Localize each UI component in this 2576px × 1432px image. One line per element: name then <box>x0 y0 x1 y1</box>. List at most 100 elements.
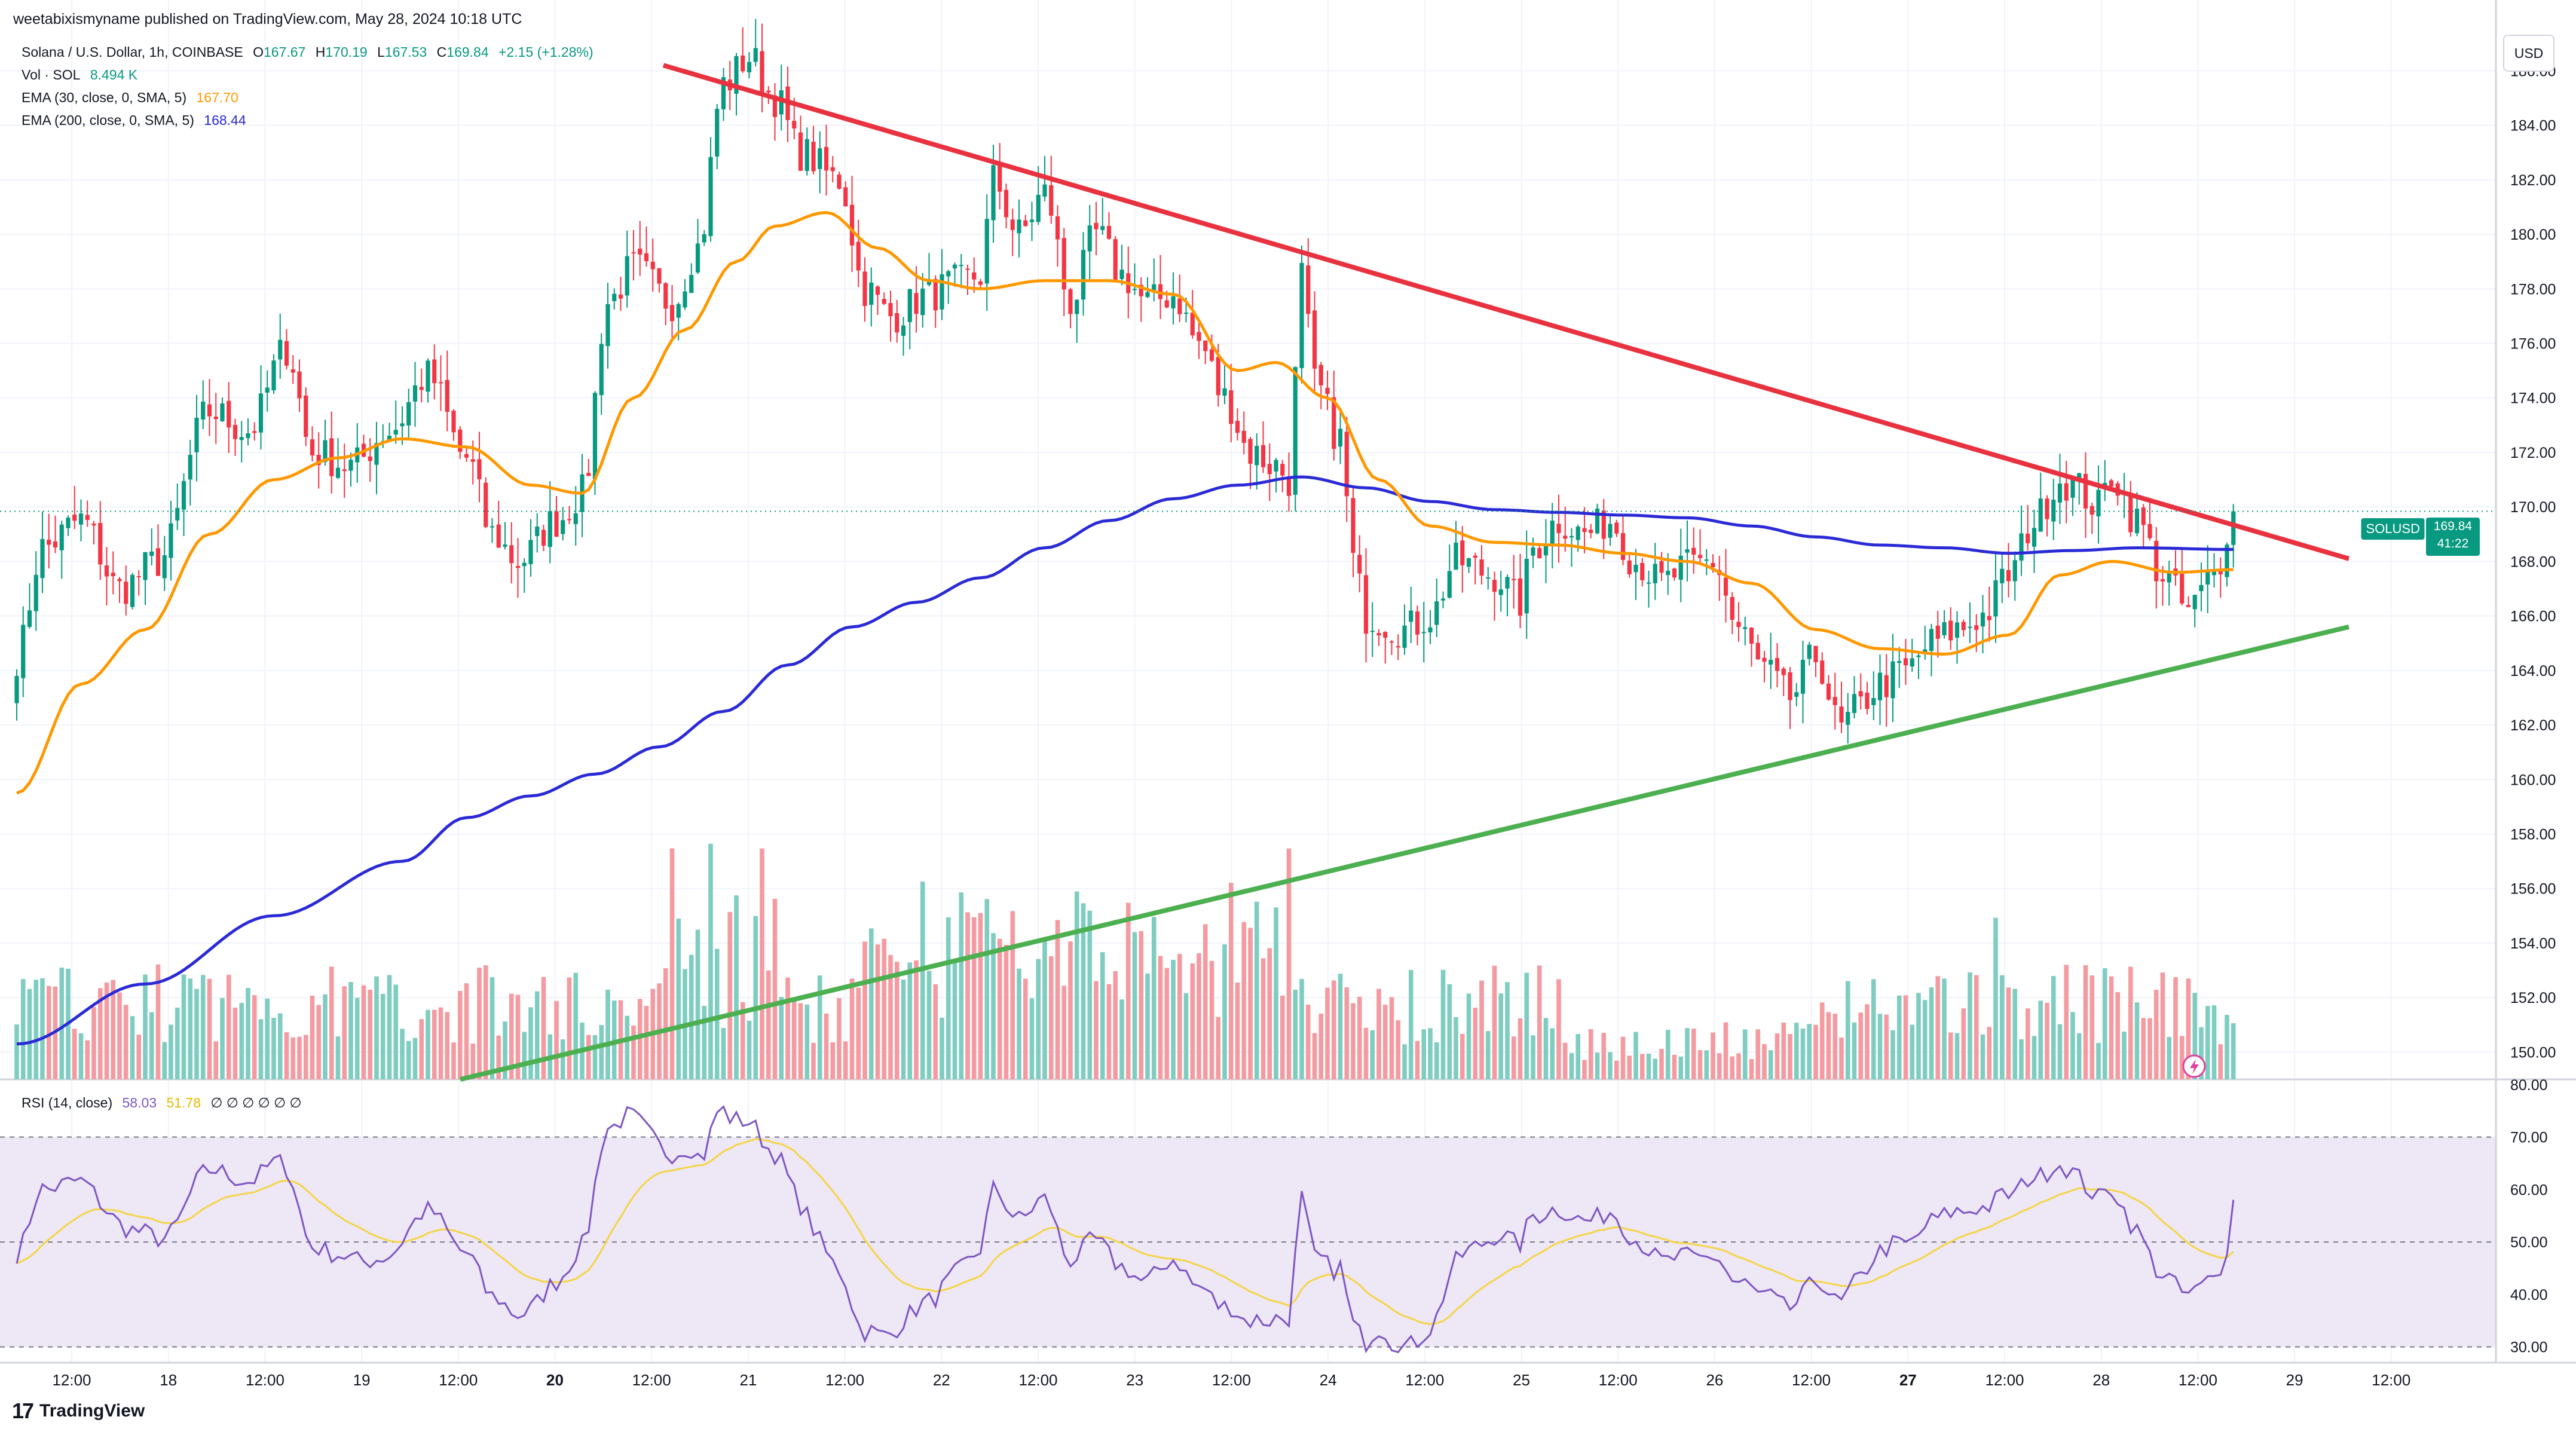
candle-body <box>1691 547 1696 555</box>
rsi-tick-label: 60.00 <box>2510 1182 2548 1198</box>
candle-body <box>188 455 192 480</box>
volume-bar <box>1479 980 1484 1079</box>
volume-bar <box>920 882 925 1079</box>
candle-body <box>2032 528 2037 547</box>
volume-bar <box>194 989 199 1079</box>
volume-bar <box>46 986 51 1079</box>
candle-body <box>78 513 84 525</box>
volume-bar <box>1351 1003 1356 1079</box>
volume-bar <box>323 994 328 1079</box>
candle-body <box>1524 559 1529 614</box>
candle-body <box>91 524 96 526</box>
volume-bar <box>27 989 32 1079</box>
candle-body <box>592 393 598 480</box>
time-tick-label: 27 <box>1899 1371 1917 1389</box>
candle-body <box>1788 672 1792 700</box>
volume-bar <box>78 1033 84 1079</box>
volume-bar <box>1447 984 1452 1079</box>
brand-name: TradingView <box>39 1401 145 1421</box>
volume-bar <box>1286 848 1292 1079</box>
candle-body <box>2019 533 2024 561</box>
candle-body <box>1775 657 1780 671</box>
volume-bar <box>91 1006 96 1079</box>
volume-bar <box>1595 1052 1600 1079</box>
volume-bar <box>104 982 109 1079</box>
volume-bar <box>380 993 386 1079</box>
candle-body <box>2128 493 2133 533</box>
candle-body <box>438 382 443 384</box>
volume-bar <box>85 1040 90 1079</box>
candle-body <box>2026 533 2030 543</box>
candle-body <box>297 371 302 399</box>
price-tick-label: 174.00 <box>2510 390 2556 407</box>
volume-bar <box>1781 1022 1786 1079</box>
volume-bar <box>1415 1041 1420 1079</box>
candle-body <box>477 459 482 479</box>
price-tick-label: 162.00 <box>2510 717 2556 734</box>
volume-bar <box>1742 1029 1748 1079</box>
volume-bar <box>1454 1017 1458 1079</box>
candle-body <box>1704 559 1709 561</box>
candle-body <box>252 431 257 433</box>
volume-bar <box>97 988 103 1079</box>
candle-body <box>1505 577 1510 589</box>
candle-body <box>946 271 951 277</box>
rsi-tick-label: 80.00 <box>2510 1077 2548 1094</box>
time-tick-label: 23 <box>1126 1371 1143 1389</box>
candle-body <box>400 423 405 427</box>
candle-body <box>1954 622 1960 638</box>
candle-body <box>1678 555 1683 580</box>
volume-bar <box>14 1024 19 1079</box>
candle-body <box>2211 571 2217 576</box>
symbol-price-tag: SOLUSD <box>2361 518 2425 540</box>
candle-body <box>284 341 289 366</box>
volume-bar <box>33 980 39 1079</box>
volume-bar <box>457 990 463 1079</box>
volume-bar <box>1036 959 1041 1079</box>
candle-body <box>2012 560 2017 582</box>
ohlc-low-value: 167.53 <box>384 44 427 60</box>
volume-bar <box>1061 986 1067 1079</box>
candle-body <box>1113 239 1118 281</box>
volume-bar <box>1492 965 1497 1079</box>
legend-volume-row: Vol · SOL 8.494 K <box>22 63 599 86</box>
volume-bar <box>1460 1033 1465 1079</box>
candle-body <box>972 272 977 280</box>
volume-bar <box>335 1036 341 1079</box>
time-tick-label: 25 <box>1513 1371 1530 1389</box>
volume-bar <box>1216 1017 1221 1079</box>
candle-body <box>2186 605 2191 607</box>
volume-bar <box>1280 995 1285 1079</box>
candle-body <box>1396 646 1400 648</box>
candle-body <box>1569 536 1574 538</box>
volume-bar <box>2147 1018 2152 1079</box>
candle-body <box>1980 612 1985 627</box>
candle-body <box>1601 510 1606 539</box>
candle-body <box>1537 548 1542 559</box>
volume-bar <box>984 899 990 1079</box>
candle-body <box>2154 540 2159 582</box>
time-tick-label: 12:00 <box>439 1371 478 1389</box>
volume-bar <box>1511 1036 1516 1079</box>
candle-body <box>753 48 758 62</box>
volume-bar <box>1678 1056 1684 1079</box>
volume-bar <box>599 1024 604 1079</box>
candle-body <box>856 241 861 271</box>
volume-bar <box>1762 1044 1767 1079</box>
volume-bar <box>824 1013 829 1079</box>
currency-selector[interactable]: USD <box>2503 35 2554 72</box>
volume-bar <box>1685 1028 1690 1079</box>
footer-brand[interactable]: 17 TradingView <box>12 1399 145 1424</box>
volume-bar <box>496 1035 501 1079</box>
candle-body <box>1659 561 1664 573</box>
candle-body <box>27 610 32 628</box>
volume-bar <box>2153 990 2159 1079</box>
volume-bar <box>689 954 694 1079</box>
volume-bar <box>1087 910 1093 1079</box>
candle-body <box>920 288 925 316</box>
price-tick-label: 184.00 <box>2510 118 2556 134</box>
volume-bar <box>361 985 366 1079</box>
volume-bar <box>123 1005 129 1079</box>
candle-body <box>1286 478 1292 496</box>
